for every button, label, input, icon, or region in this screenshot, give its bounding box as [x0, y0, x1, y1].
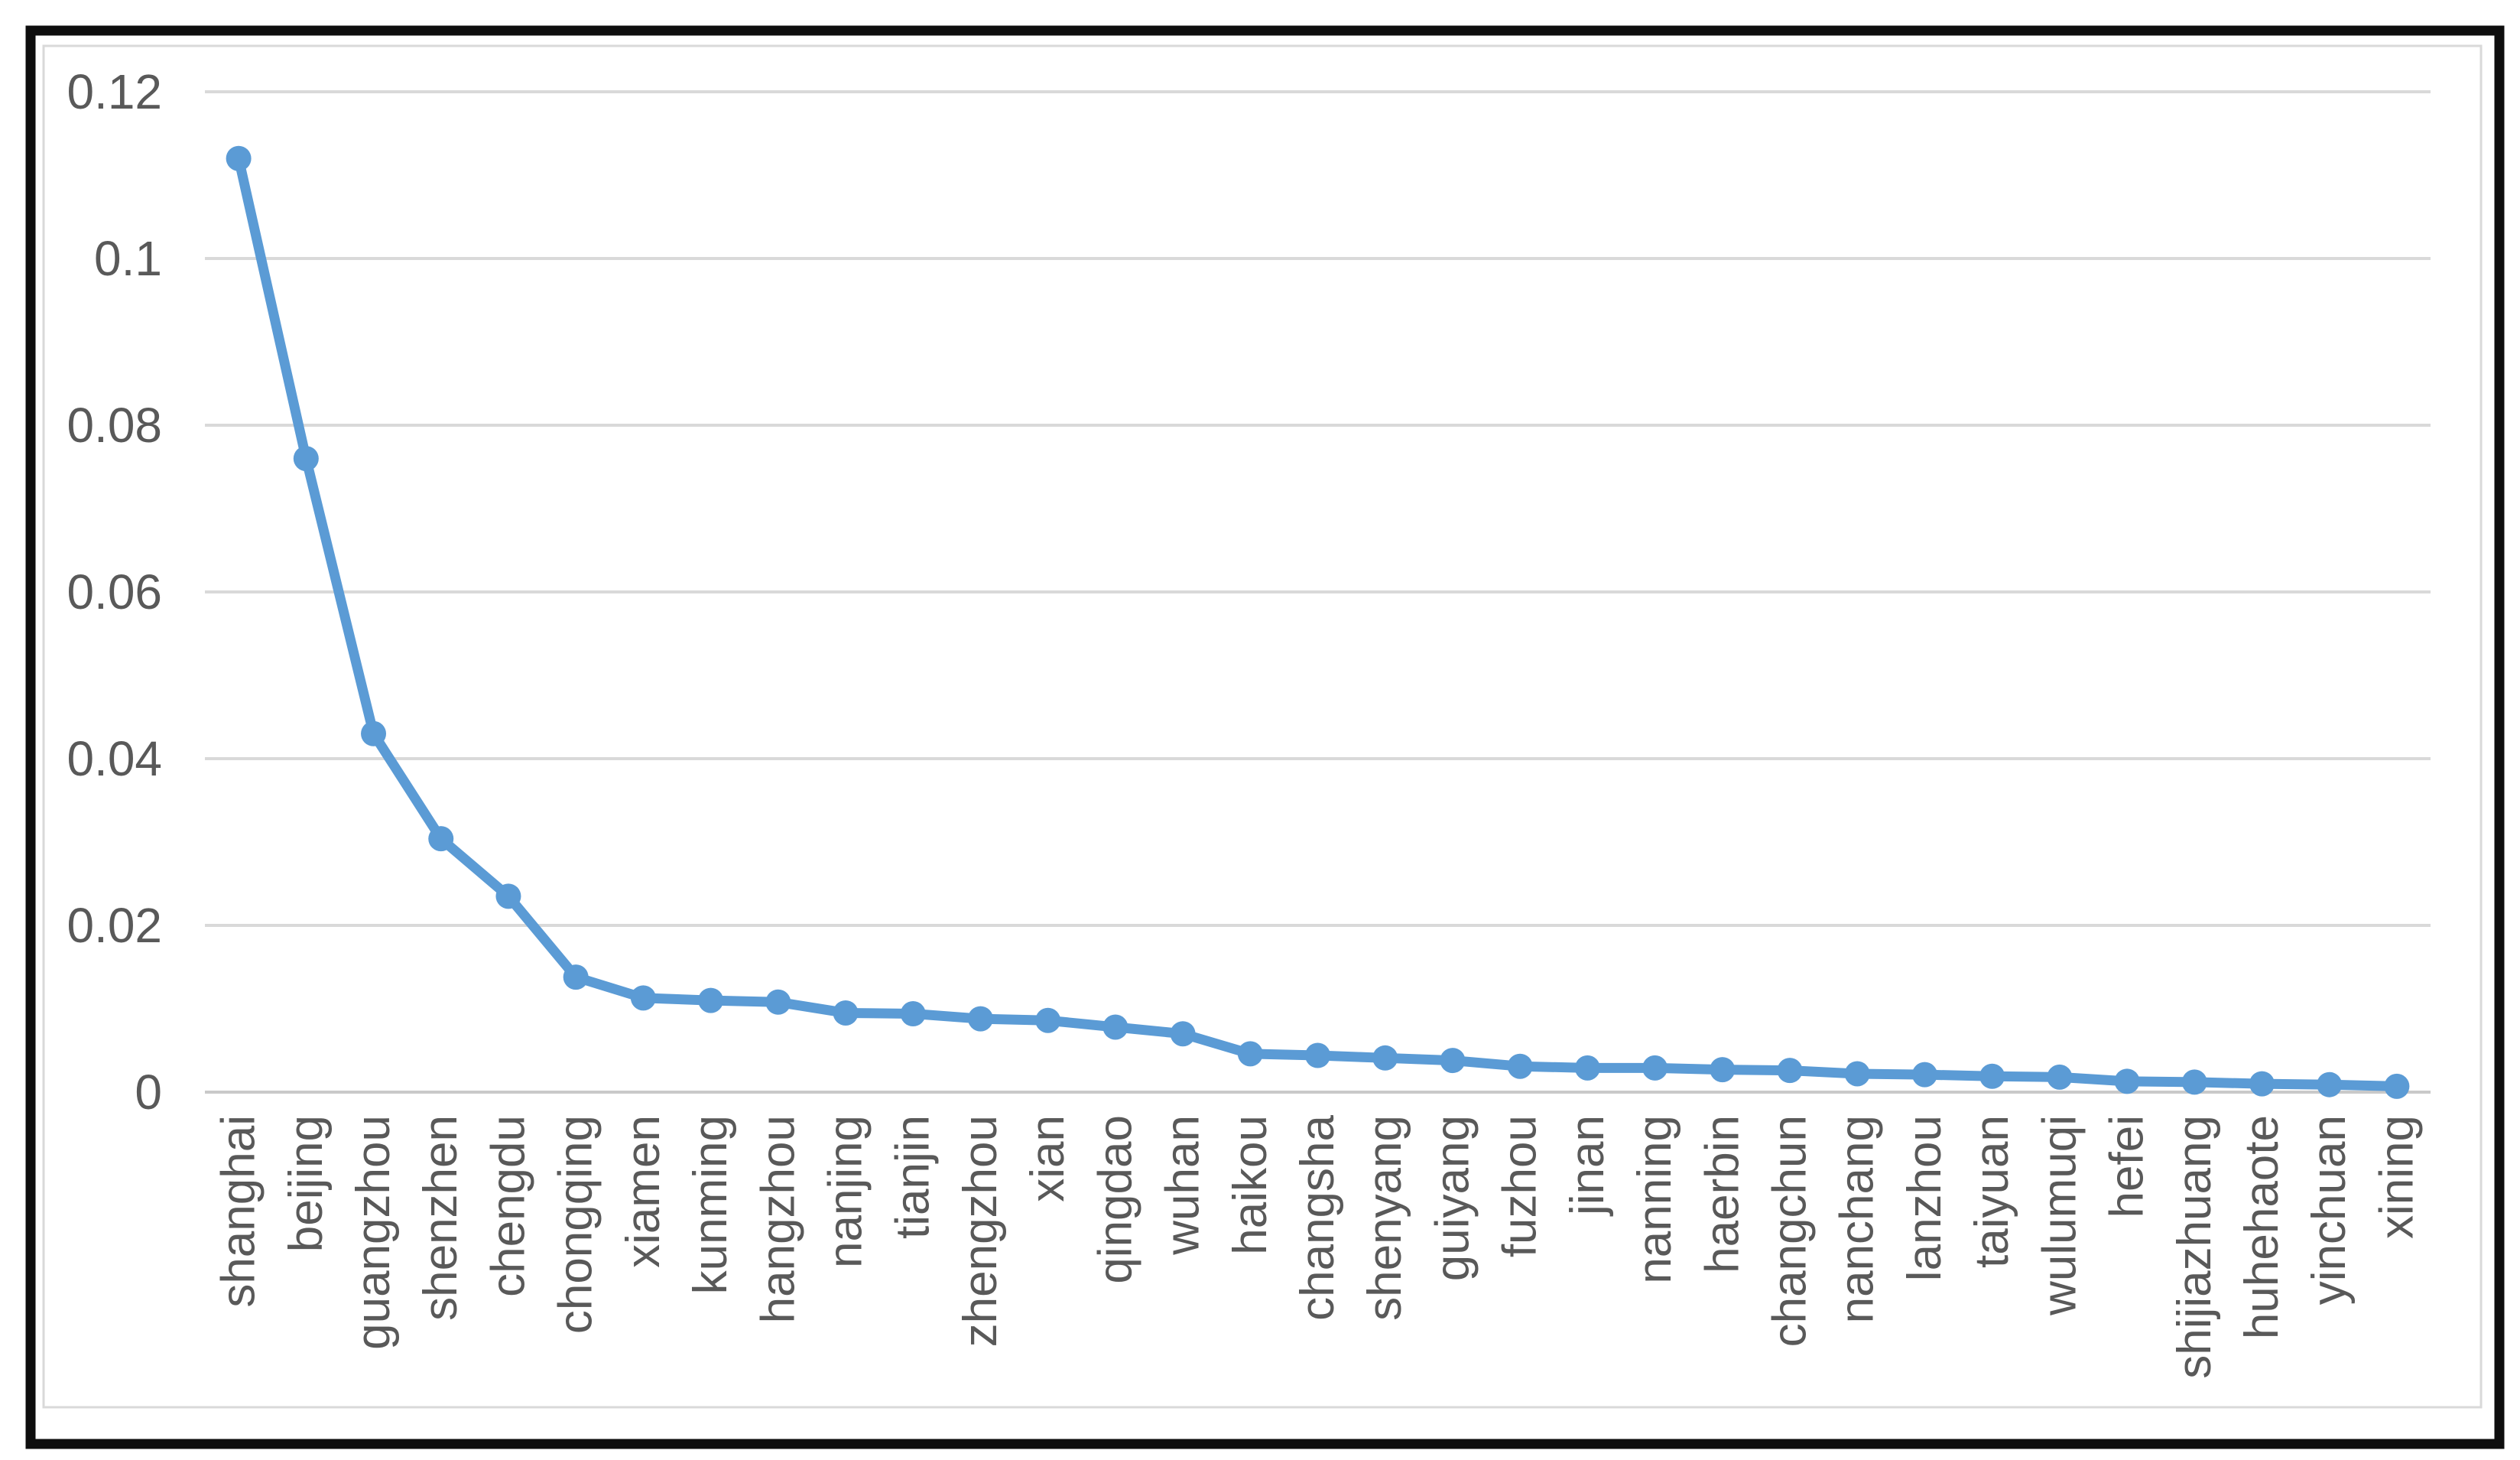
data-point-marker: [967, 1006, 993, 1032]
y-axis-tick-label: 0.02: [67, 898, 162, 953]
data-point-marker: [1170, 1021, 1196, 1047]
x-axis-tick-label: haikou: [1224, 1115, 1277, 1255]
data-point-marker: [1574, 1055, 1600, 1081]
x-axis-tick-label: nanjing: [820, 1115, 872, 1268]
y-axis-tick-label: 0.08: [67, 398, 162, 453]
data-point-marker: [563, 964, 589, 990]
data-point-marker: [495, 883, 521, 909]
data-point-marker: [1440, 1048, 1466, 1074]
x-axis-tick-label: wuhan: [1157, 1115, 1210, 1256]
data-point-marker: [226, 145, 252, 171]
x-axis-tick-label: taiyuan: [1966, 1115, 2018, 1268]
x-axis-tick-label: shanghai: [213, 1115, 265, 1308]
y-axis-tick-label: 0.1: [94, 231, 162, 286]
data-point-marker: [428, 826, 454, 852]
x-axis-tick-label: lanzhou: [1898, 1115, 1951, 1281]
data-point-marker: [1035, 1007, 1061, 1033]
x-axis-tick-label: fuzhou: [1494, 1115, 1547, 1257]
data-point-marker: [1710, 1057, 1736, 1083]
x-axis-tick-label: guiyang: [1426, 1115, 1479, 1281]
data-point-marker: [765, 989, 791, 1015]
data-point-marker: [293, 446, 319, 472]
x-axis-tick-label: nanchang: [1831, 1115, 1884, 1323]
data-point-marker: [361, 720, 387, 746]
y-axis-tick-label: 0: [135, 1065, 162, 1120]
data-point-marker: [2114, 1068, 2140, 1094]
data-point-marker: [1777, 1058, 1803, 1084]
y-axis-tick-label: 0.04: [67, 731, 162, 786]
data-point-marker: [2249, 1071, 2275, 1097]
x-axis-tick-label: yinchuan: [2303, 1115, 2356, 1305]
data-point-marker: [1844, 1061, 1870, 1087]
x-axis-tick-label: tianjin: [887, 1115, 940, 1239]
y-axis-tick-label: 0.06: [67, 564, 162, 619]
x-axis-tick-label: wulumuqi: [2033, 1115, 2086, 1316]
x-axis-tick-label: huhehaote: [2236, 1115, 2288, 1339]
data-point-marker: [2181, 1069, 2207, 1095]
data-point-marker: [1305, 1042, 1330, 1068]
chart-area-border: [42, 44, 2483, 1409]
data-point-marker: [630, 985, 656, 1011]
x-axis-tick-label: xining: [2370, 1115, 2423, 1239]
data-point-marker: [900, 1001, 926, 1027]
data-point-marker: [1911, 1062, 1937, 1088]
x-axis-tick-label: changchun: [1763, 1115, 1816, 1347]
x-axis-tick-label: hangzhou: [752, 1115, 804, 1323]
data-point-marker: [1507, 1053, 1533, 1079]
x-axis-tick-label: kunming: [684, 1115, 737, 1294]
data-point-marker: [2047, 1064, 2073, 1090]
y-axis-tick-label: 0.12: [67, 64, 162, 119]
x-axis-tick-label: zhengzhou: [954, 1115, 1007, 1347]
x-axis-tick-label: xiamen: [617, 1115, 670, 1268]
data-point-marker: [2317, 1071, 2343, 1097]
data-point-marker: [1979, 1063, 2005, 1089]
data-point-marker: [1642, 1055, 1668, 1081]
x-axis-tick-label: chongqing: [550, 1115, 602, 1334]
x-axis-tick-label: xian: [1021, 1115, 1074, 1202]
x-axis-tick-label: nanning: [1629, 1115, 1681, 1284]
x-axis-tick-label: jinan: [1561, 1115, 1614, 1217]
data-point-marker: [833, 1000, 859, 1026]
x-axis-tick-label: shijiazhuang: [2168, 1115, 2221, 1379]
x-axis-tick-label: beijing: [280, 1115, 333, 1252]
x-axis-tick-label: qingdao: [1089, 1115, 1141, 1284]
data-point-marker: [1237, 1041, 1263, 1067]
x-axis-tick-label: haerbin: [1696, 1115, 1749, 1273]
x-axis-tick-label: guangzhou: [347, 1115, 400, 1350]
data-point-marker: [1372, 1045, 1398, 1071]
x-axis-tick-label: shenzhen: [414, 1115, 467, 1321]
x-axis-tick-label: changsha: [1291, 1114, 1344, 1320]
data-point-marker: [698, 987, 724, 1013]
x-axis-tick-label: shenyang: [1359, 1115, 1411, 1321]
x-axis-tick-label: hefei: [2101, 1115, 2154, 1218]
figure-border: [25, 25, 2505, 1449]
data-point-marker: [2384, 1073, 2410, 1099]
x-axis-tick-label: chengdu: [482, 1115, 534, 1297]
data-point-marker: [1102, 1014, 1128, 1040]
